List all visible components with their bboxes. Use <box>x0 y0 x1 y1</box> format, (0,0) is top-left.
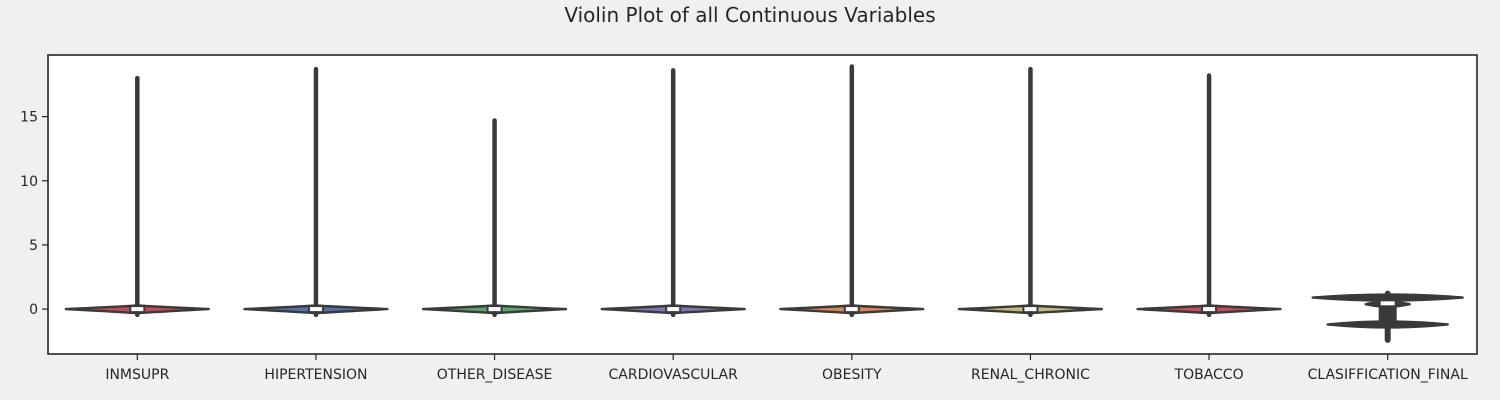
violins-layer <box>64 64 1464 343</box>
violin-median <box>1380 301 1395 306</box>
violin-renal-chronic <box>957 66 1104 318</box>
violin-median <box>131 307 144 312</box>
violin-hipertension <box>243 66 389 318</box>
violin-median <box>309 307 322 312</box>
violin-clasiffication-final <box>1311 290 1464 343</box>
violin-median <box>1203 307 1216 312</box>
violin-median <box>667 307 680 312</box>
y-tick-label: 10 <box>20 174 38 190</box>
x-tick-label: HIPERTENSION <box>264 367 367 383</box>
x-tick-label: RENAL_CHRONIC <box>971 367 1090 383</box>
x-tick-label: OBESITY <box>822 367 882 383</box>
x-tick-label: CARDIOVASCULAR <box>609 367 739 383</box>
y-tick-label: 0 <box>29 302 38 318</box>
violin-body <box>1311 293 1464 329</box>
violin-median <box>488 307 501 312</box>
x-axis: INMSUPR HIPERTENSION OTHER_DISEASE CARDIOVA… <box>105 354 1468 383</box>
plot-area <box>47 54 1478 355</box>
violin-other-disease <box>421 118 568 318</box>
violin-median <box>845 307 858 312</box>
x-tick-label: TOBACCO <box>1174 367 1244 383</box>
x-tick-label: CLASIFFICATION_FINAL <box>1308 367 1468 383</box>
y-axis: 0 5 10 15 <box>20 110 48 318</box>
violin-tobacco <box>1136 73 1282 318</box>
x-tick-label: INMSUPR <box>105 367 169 383</box>
violin-inmsupr <box>64 75 210 318</box>
x-tick-label: OTHER_DISEASE <box>437 367 553 383</box>
y-tick-label: 5 <box>29 238 38 254</box>
y-tick-label: 15 <box>20 110 38 126</box>
chart-title: Violin Plot of all Continuous Variables <box>564 3 935 27</box>
violin-median <box>1024 307 1037 312</box>
violin-cardiovascular <box>600 68 746 318</box>
violin-obesity <box>779 64 925 318</box>
